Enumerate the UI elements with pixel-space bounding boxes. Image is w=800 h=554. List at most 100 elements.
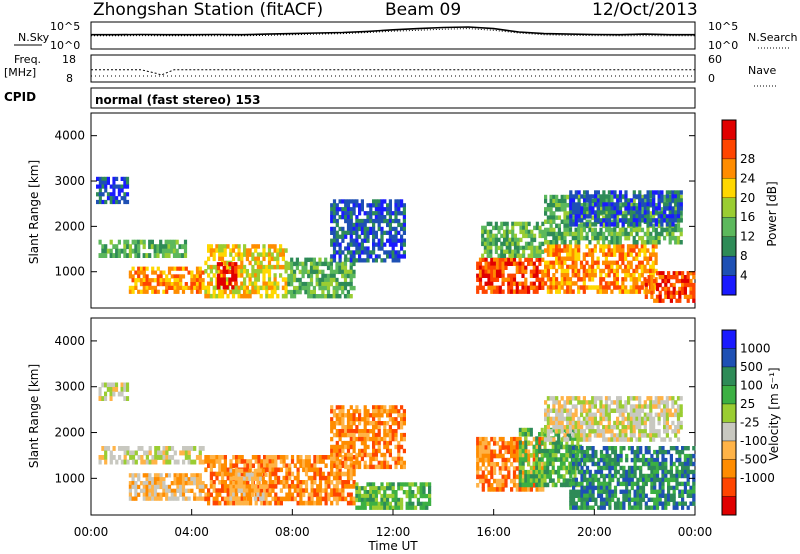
heat-cell (618, 240, 622, 245)
heat-cell (228, 269, 232, 274)
heat-cell (574, 231, 578, 237)
heat-cell (511, 233, 515, 239)
heat-cell (646, 227, 650, 233)
heat-cell (318, 484, 323, 489)
heat-cell (159, 481, 163, 486)
heat-cell (112, 184, 116, 189)
heat-cell (190, 278, 194, 283)
heat-cell (168, 459, 172, 465)
heat-cell (360, 238, 364, 243)
heat-cell (490, 265, 494, 270)
heat-cell (366, 226, 370, 232)
heat-cell (583, 497, 587, 502)
heat-cell (548, 457, 552, 462)
heat-cell (524, 233, 528, 239)
heat-cell (374, 452, 378, 458)
heat-cell (242, 492, 246, 497)
heat-cell (240, 488, 244, 493)
heat-cell (555, 420, 559, 426)
heat-cell (262, 269, 266, 274)
heat-cell (527, 469, 531, 475)
heat-cell (512, 277, 517, 282)
heat-cell (602, 218, 606, 223)
heat-cell (588, 446, 592, 451)
heat-cell (654, 231, 658, 237)
heat-cell (535, 289, 539, 294)
heat-cell (335, 467, 339, 473)
heat-cell (672, 275, 676, 280)
heat-cell (380, 482, 384, 487)
heat-cell (490, 466, 494, 471)
heat-cell (618, 190, 623, 195)
heat-cell (478, 273, 483, 278)
heat-cell (562, 461, 566, 467)
heat-cell (405, 482, 409, 487)
heat-cell (198, 484, 202, 490)
heat-cell (552, 400, 556, 405)
heat-cell (128, 484, 132, 490)
heat-cell (616, 206, 620, 211)
heat-cell (400, 405, 404, 410)
heat-cell (167, 473, 172, 478)
heat-cell (476, 462, 480, 467)
heat-cell (541, 281, 545, 286)
heat-cell (629, 210, 634, 215)
heat-cell (254, 459, 258, 464)
heat-cell (315, 281, 319, 287)
heat-cell (599, 416, 603, 422)
y-tick-label: 3000 (54, 174, 85, 188)
heat-cell (557, 412, 561, 418)
heat-cell (667, 294, 671, 299)
heat-cell (554, 444, 558, 450)
heat-cell (330, 471, 334, 477)
heat-cell (330, 230, 334, 235)
heat-cell (566, 231, 570, 237)
heat-cell (352, 258, 356, 263)
heat-cell (221, 455, 225, 460)
heat-cell (513, 241, 517, 247)
heat-cell (664, 290, 668, 295)
heat-cell (172, 244, 177, 250)
heat-cell (332, 459, 337, 464)
heat-cell (512, 441, 517, 446)
heat-cell (338, 464, 342, 470)
heat-cell (346, 273, 350, 279)
heat-cell (605, 473, 609, 479)
heat-cell (332, 421, 337, 426)
heat-cell (650, 282, 654, 288)
heat-cell (521, 285, 525, 290)
heat-cell (632, 235, 636, 241)
heat-cell (527, 440, 531, 446)
heat-cell (304, 261, 308, 267)
heat-cell (505, 237, 509, 243)
heat-cell (669, 477, 673, 483)
heat-cell (585, 194, 589, 199)
colorbar-tick-label: 4 (740, 269, 748, 283)
heat-cell (681, 278, 685, 284)
heat-cell (627, 210, 631, 215)
heat-cell (594, 449, 598, 455)
heat-cell (106, 196, 110, 201)
heat-cell (218, 480, 222, 485)
heat-cell (195, 289, 200, 294)
heat-cell (602, 404, 606, 409)
heat-cell (159, 492, 163, 497)
heat-cell (310, 492, 314, 498)
heat-cell (374, 199, 378, 204)
heat-cell (563, 240, 567, 245)
heat-cell (380, 246, 384, 251)
heat-cell (596, 235, 600, 241)
heat-cell (681, 497, 685, 502)
heat-cell (654, 244, 658, 249)
heat-cell (184, 282, 188, 287)
heat-cell (243, 244, 247, 249)
heat-cell (355, 452, 359, 458)
heat-cell (643, 198, 647, 204)
heat-cell (549, 227, 553, 233)
heat-cell (261, 468, 265, 474)
heat-cell (585, 190, 589, 195)
heat-cell (402, 254, 406, 259)
heat-cell (476, 261, 480, 266)
heat-cell (671, 194, 675, 199)
heat-cell (126, 176, 130, 181)
